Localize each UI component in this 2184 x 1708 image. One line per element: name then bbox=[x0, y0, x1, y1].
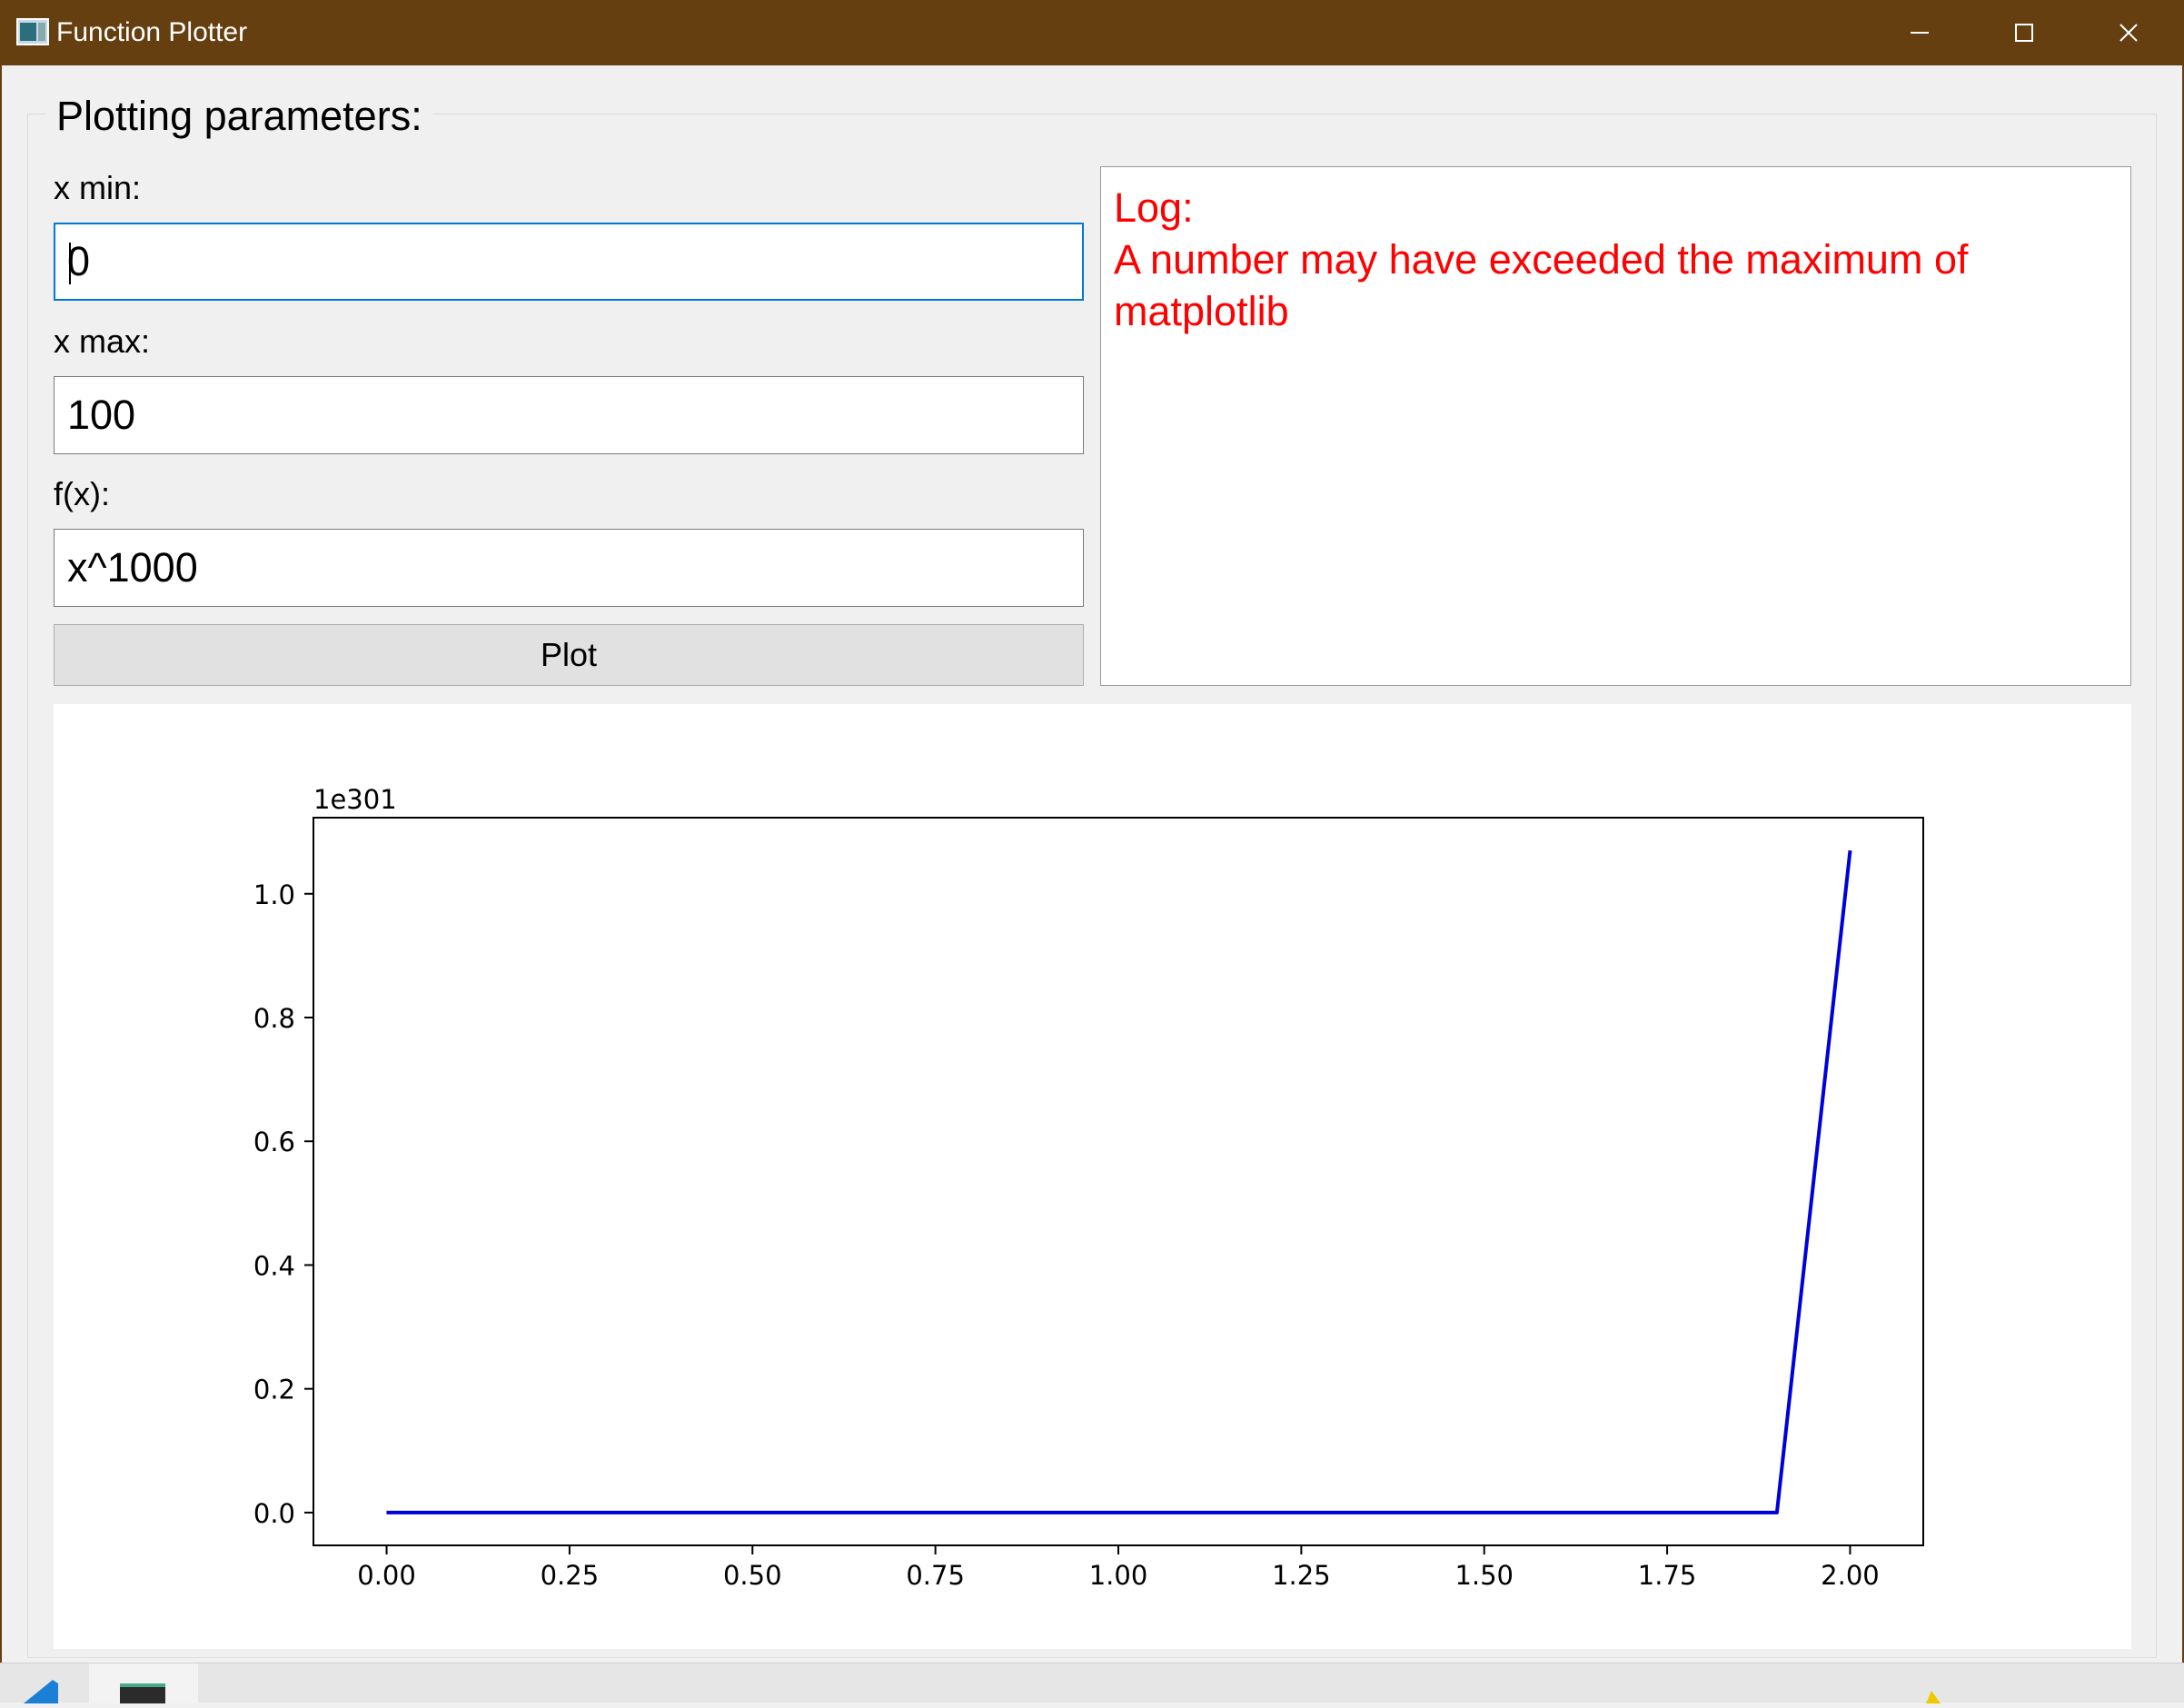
y-tick-label: 1.0 bbox=[253, 879, 295, 910]
minimize-icon bbox=[1910, 32, 1929, 34]
window-title: Function Plotter bbox=[56, 17, 248, 47]
xmax-input[interactable]: 100 bbox=[54, 376, 1084, 454]
x-tick-label: 1.00 bbox=[1089, 1560, 1148, 1591]
parameters-groupbox bbox=[27, 114, 2157, 1658]
xmin-value: 0 bbox=[67, 238, 91, 284]
y-tick-label: 0.8 bbox=[253, 1003, 295, 1034]
y-tick-label: 0.2 bbox=[253, 1375, 295, 1405]
fx-label: f(x): bbox=[54, 475, 110, 512]
x-tick-label: 0.00 bbox=[357, 1560, 416, 1591]
plot-frame bbox=[313, 817, 1924, 1546]
y-tick-label: 0.4 bbox=[253, 1250, 295, 1281]
y-tick-label: 0.6 bbox=[253, 1127, 295, 1157]
close-icon bbox=[2119, 24, 2138, 42]
xmin-input[interactable]: 0 bbox=[54, 223, 1084, 301]
x-tick-label: 2.00 bbox=[1821, 1560, 1880, 1591]
xmin-label: x min: bbox=[54, 169, 142, 206]
xmax-label: x max: bbox=[54, 323, 151, 360]
plotter-taskbar-button[interactable] bbox=[89, 1663, 198, 1703]
chart: 0.00 0.25 0.50 0.75 1.00 1.25 1.50 1.75 2.00 0.0 0… bbox=[253, 784, 1924, 1591]
y-tick-label: 0.0 bbox=[253, 1498, 295, 1529]
tray-icon[interactable] bbox=[1922, 1663, 1950, 1703]
x-tick-label: 1.75 bbox=[1638, 1560, 1697, 1591]
log-message: A number may have exceeded the maximum o… bbox=[1114, 236, 1969, 334]
close-button[interactable] bbox=[2076, 0, 2180, 65]
x-tick-label: 1.25 bbox=[1272, 1560, 1331, 1591]
xmax-value: 100 bbox=[67, 392, 136, 438]
x-tick-label: 0.50 bbox=[723, 1560, 782, 1591]
text-caret bbox=[69, 243, 71, 284]
taskbar bbox=[0, 1663, 2184, 1703]
minimize-button[interactable] bbox=[1867, 0, 1971, 65]
plot-button[interactable]: Plot bbox=[54, 624, 1084, 686]
maximize-icon bbox=[2014, 24, 2033, 42]
app-window-icon bbox=[16, 18, 49, 45]
maximize-button[interactable] bbox=[1971, 0, 2076, 65]
x-tick-label: 0.75 bbox=[906, 1560, 965, 1591]
log-panel[interactable]: Log: A number may have exceeded the maxi… bbox=[1100, 166, 2131, 686]
plot-canvas: 0.00 0.25 0.50 0.75 1.00 1.25 1.50 1.75 2.00 0.0 0… bbox=[54, 704, 2131, 1649]
title-bar: Function Plotter bbox=[0, 0, 2184, 65]
series-line bbox=[386, 849, 1852, 1514]
terminal-icon bbox=[120, 1683, 165, 1703]
log-title: Log: bbox=[1114, 184, 1194, 231]
x-tick-label: 1.50 bbox=[1454, 1560, 1514, 1591]
fx-value: x^1000 bbox=[67, 544, 198, 591]
vscode-taskbar-icon[interactable] bbox=[16, 1663, 58, 1703]
y-offset-label: 1e301 bbox=[313, 784, 397, 815]
group-title: Plotting parameters: bbox=[45, 91, 433, 142]
fx-input[interactable]: x^1000 bbox=[54, 529, 1084, 607]
x-tick-label: 0.25 bbox=[541, 1560, 600, 1591]
